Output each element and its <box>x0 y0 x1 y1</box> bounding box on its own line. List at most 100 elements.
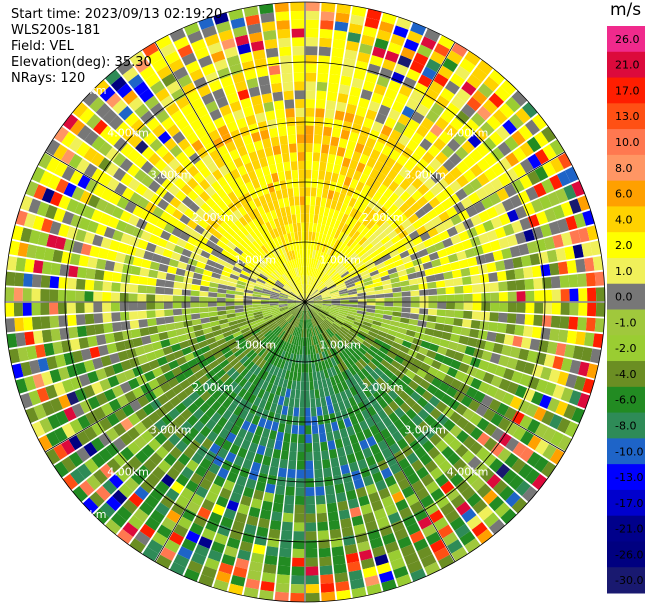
ray-gate-cell <box>440 393 453 406</box>
ray-gate-cell <box>456 250 467 261</box>
ray-gate-cell <box>322 303 332 307</box>
ray-gate-cell <box>292 308 300 316</box>
ray-gate-cell <box>262 328 271 336</box>
ray-gate-cell <box>210 50 226 63</box>
ray-gate-cell <box>262 203 270 214</box>
colorbar-tick-label: -4.0 <box>615 368 636 381</box>
ray-gate-cell <box>301 231 305 241</box>
ray-gate-cell <box>195 240 206 250</box>
ray-gate-cell <box>211 325 221 332</box>
ray-gate-cell <box>362 387 373 398</box>
ray-gate-cell <box>255 345 264 355</box>
ray-gate-cell <box>392 311 402 317</box>
ray-gate-cell <box>313 303 323 306</box>
ray-gate-cell <box>428 395 441 408</box>
ray-gate-cell <box>181 308 191 315</box>
ray-gate-cell <box>387 423 398 435</box>
ray-gate-cell <box>190 364 202 374</box>
ray-gate-cell <box>552 355 564 370</box>
ray-gate-cell <box>271 82 283 93</box>
ray-gate-cell <box>265 483 276 494</box>
ray-gate-cell <box>446 50 463 65</box>
ray-gate-cell <box>206 259 217 267</box>
ray-gate-cell <box>105 442 120 457</box>
ray-gate-cell <box>139 65 156 81</box>
ray-gate-cell <box>264 193 272 204</box>
ray-gate-cell <box>124 201 137 214</box>
ray-gate-cell <box>587 302 597 317</box>
ray-gate-cell <box>319 556 332 567</box>
ray-gate-cell <box>213 350 224 360</box>
ray-gate-cell <box>173 524 189 538</box>
ray-gate-cell <box>481 242 493 254</box>
ray-gate-cell <box>559 316 570 329</box>
ray-gate-cell <box>234 291 244 296</box>
ray-gate-cell <box>435 191 448 204</box>
ray-gate-cell <box>135 450 149 464</box>
ray-gate-cell <box>403 261 414 269</box>
ray-gate-cell <box>456 174 469 188</box>
ray-gate-cell <box>305 295 312 302</box>
ray-gate-cell <box>150 487 165 502</box>
ray-gate-cell <box>430 488 445 502</box>
ray-gate-cell <box>278 216 285 227</box>
ray-gate-cell <box>257 388 266 399</box>
ray-gate-cell <box>275 582 290 593</box>
ray-gate-cell <box>219 104 232 117</box>
ray-gate-cell <box>440 480 455 495</box>
ray-gate-cell <box>271 310 281 315</box>
ray-gate-cell <box>288 134 297 144</box>
ray-gate-cell <box>316 371 322 381</box>
ray-gate-cell <box>496 402 510 417</box>
ray-gate-cell <box>464 248 476 259</box>
ray-gate-cell <box>338 288 348 293</box>
ray-gate-cell <box>321 378 328 389</box>
ray-gate-cell <box>115 220 128 232</box>
ray-gate-cell <box>255 249 264 259</box>
ray-gate-cell <box>272 502 284 513</box>
ray-gate-cell <box>166 466 180 481</box>
ray-gate-cell <box>166 123 180 138</box>
ray-gate-cell <box>289 442 298 452</box>
ray-gate-cell <box>318 271 325 280</box>
ray-gate-cell <box>187 426 200 439</box>
ray-gate-cell <box>261 223 269 234</box>
ray-gate-cell <box>445 386 458 398</box>
ray-gate-cell <box>571 407 585 424</box>
ray-gate-cell <box>338 400 346 411</box>
ray-gate-cell <box>243 401 253 412</box>
ray-gate-cell <box>391 519 405 533</box>
ray-gate-cell <box>369 168 380 180</box>
ray-gate-cell <box>277 565 291 576</box>
ray-gate-cell <box>217 67 231 80</box>
ray-gate-cell <box>280 369 287 379</box>
ray-gate-cell <box>193 420 205 432</box>
ray-gate-cell <box>211 389 223 401</box>
ray-gate-cell <box>381 447 393 459</box>
ray-gate-cell <box>364 574 380 587</box>
ray-gate-cell <box>298 354 303 364</box>
ray-gate-cell <box>283 197 290 207</box>
ray-gate-cell <box>130 328 141 339</box>
ray-gate-cell <box>321 215 328 226</box>
ray-gate-cell <box>266 155 276 166</box>
ray-gate-cell <box>230 463 242 475</box>
ray-gate-cell <box>259 464 270 475</box>
ray-gate-cell <box>404 240 415 250</box>
ray-gate-cell <box>337 372 345 383</box>
ray-gate-cell <box>433 73 449 87</box>
ray-gate-cell <box>340 184 349 195</box>
ray-gate-cell <box>450 234 462 245</box>
ray-gate-cell <box>245 260 255 269</box>
ray-gate-cell <box>290 290 299 297</box>
ray-gate-cell <box>236 475 248 487</box>
ray-gate-cell <box>307 285 312 294</box>
ray-gate-cell <box>323 414 331 424</box>
ray-gate-cell <box>66 290 76 302</box>
ray-gate-cell <box>336 211 345 222</box>
ray-gate-cell <box>333 276 342 283</box>
ray-gate-cell <box>276 162 284 173</box>
ray-gate-cell <box>277 467 287 478</box>
ray-gate-cell <box>349 159 359 171</box>
ray-gate-cell <box>279 458 288 469</box>
